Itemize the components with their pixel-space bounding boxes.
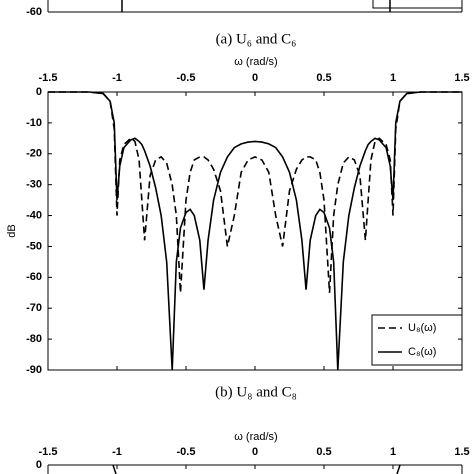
y-tick-label: -40 bbox=[26, 209, 42, 221]
x-tick-label: 1.5 bbox=[454, 446, 469, 458]
x-tick-label: 1 bbox=[390, 446, 396, 458]
curve-piece bbox=[112, 464, 117, 474]
x-tick-label: -0.5 bbox=[177, 72, 196, 84]
caption: (a) U₆ and C₆ bbox=[216, 31, 297, 47]
y-tick-label: 0 bbox=[36, 86, 42, 98]
line-series bbox=[48, 91, 462, 371]
x-tick-label: 0.5 bbox=[316, 446, 331, 458]
y-tick-label: -60 bbox=[26, 6, 42, 18]
line-series bbox=[48, 91, 462, 293]
x-tick-label: -1 bbox=[112, 446, 122, 458]
legend-box bbox=[371, 314, 463, 366]
y-tick-label: -80 bbox=[26, 333, 42, 345]
y-tick-label: 0 bbox=[36, 459, 42, 471]
x-tick-label: -1.5 bbox=[39, 72, 58, 84]
legend-box bbox=[372, 0, 463, 9]
bottom-partial-decor bbox=[112, 464, 401, 474]
x-tick-label: -1.5 bbox=[39, 446, 58, 458]
legend-label: C₈(ω) bbox=[408, 346, 436, 358]
x-tick-label: -1 bbox=[112, 72, 122, 84]
top-partial-decor bbox=[47, 0, 463, 13]
x-tick-label: 1.5 bbox=[454, 72, 469, 84]
y-tick-label: -20 bbox=[26, 148, 42, 160]
x-tick-label: -0.5 bbox=[177, 446, 196, 458]
x-tick-label: 0 bbox=[252, 446, 258, 458]
x-axis-label: ω (rad/s) bbox=[234, 56, 277, 68]
curve-piece bbox=[396, 464, 401, 474]
y-tick-label: -50 bbox=[26, 240, 42, 252]
y-tick-label: -10 bbox=[26, 117, 42, 129]
y-tick-label: -70 bbox=[26, 302, 42, 314]
x-axis-label: ω (rad/s) bbox=[234, 431, 277, 443]
caption: (b) U₈ and C₈ bbox=[215, 384, 297, 400]
plot-frame bbox=[47, 91, 463, 371]
y-tick-label: -90 bbox=[26, 364, 42, 376]
y-tick-label: -60 bbox=[26, 271, 42, 283]
x-tick-label: 0.5 bbox=[316, 72, 331, 84]
y-tick-label: -30 bbox=[26, 179, 42, 191]
x-tick-label: 0 bbox=[252, 72, 258, 84]
x-tick-label: 1 bbox=[390, 72, 396, 84]
y-axis-label: dB bbox=[6, 224, 18, 237]
legend-label: U₈(ω) bbox=[408, 322, 436, 334]
